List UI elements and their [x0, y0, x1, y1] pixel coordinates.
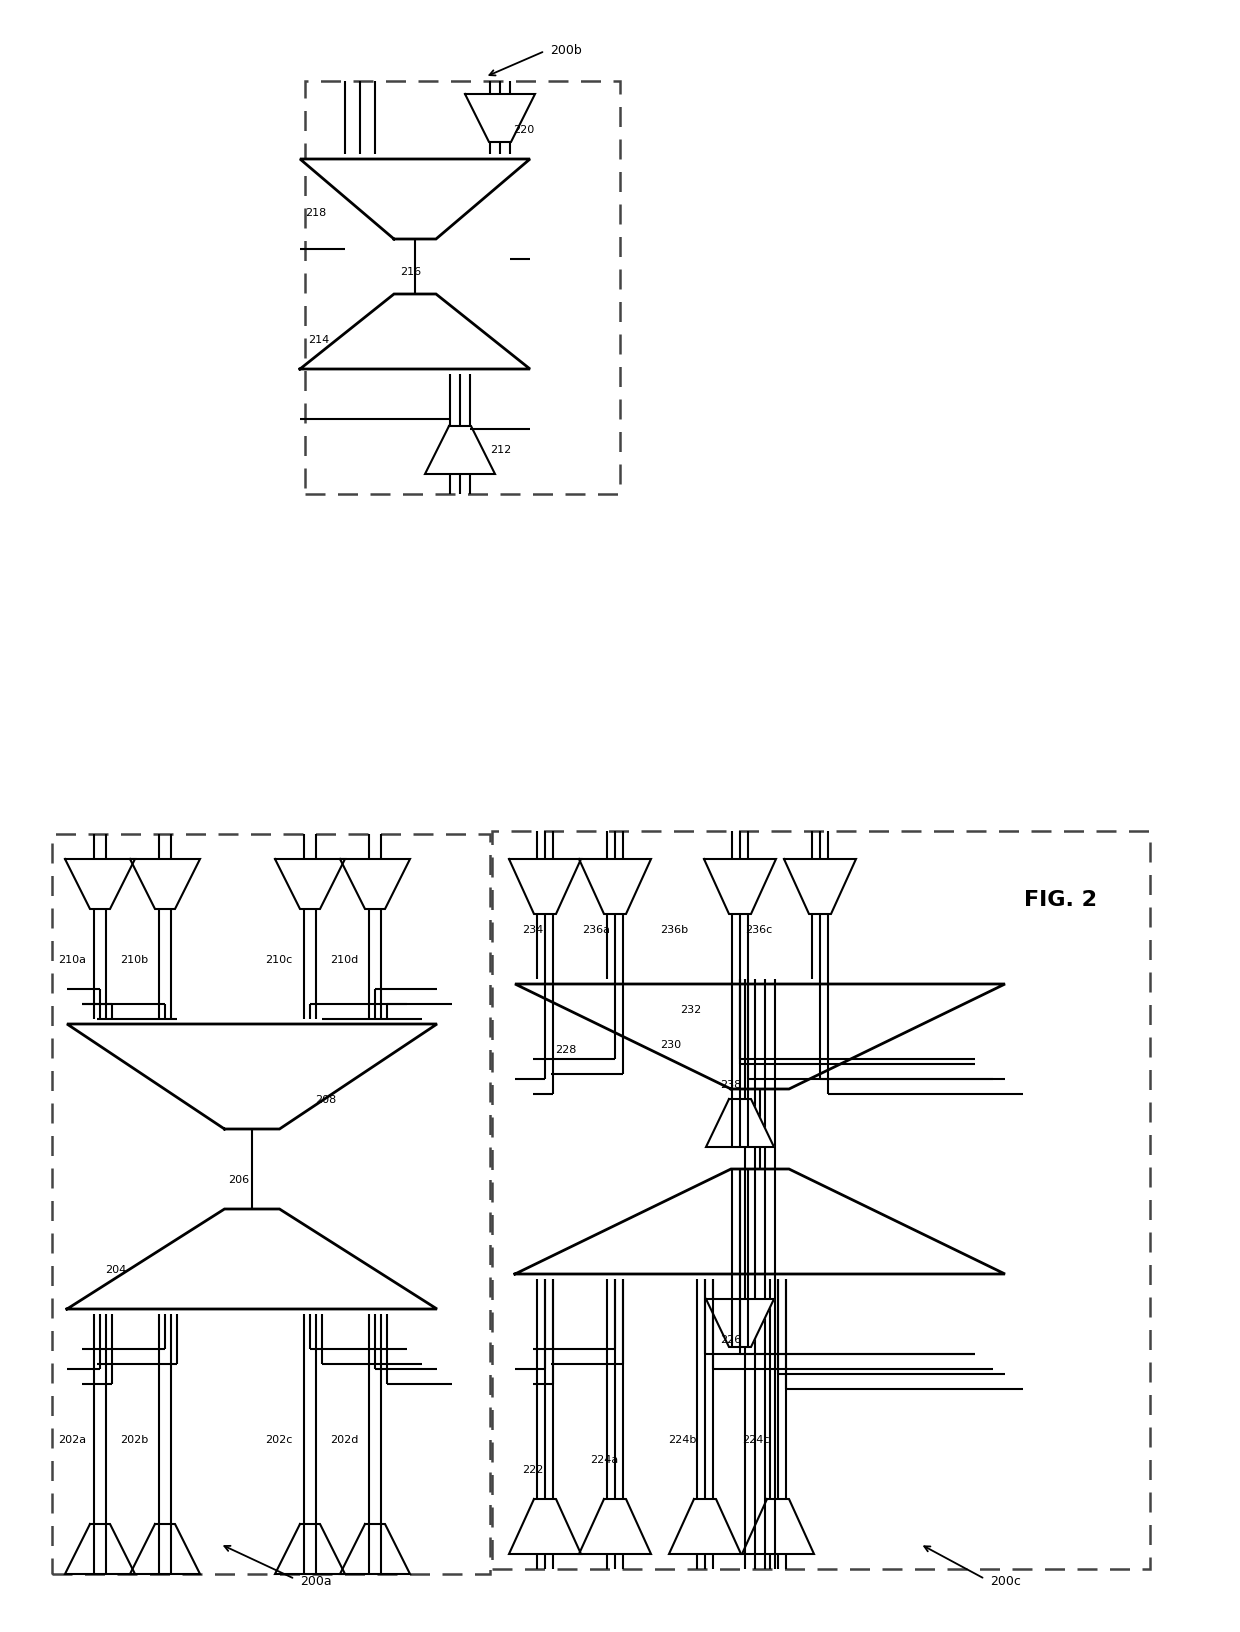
Polygon shape — [706, 1100, 774, 1147]
Polygon shape — [579, 1500, 651, 1554]
Text: 236b: 236b — [660, 924, 688, 935]
Polygon shape — [742, 1500, 813, 1554]
Text: 224b: 224b — [668, 1435, 697, 1444]
Text: 210b: 210b — [120, 955, 148, 965]
Text: 202a: 202a — [58, 1435, 86, 1444]
Text: 210d: 210d — [330, 955, 358, 965]
Text: 222: 222 — [522, 1464, 543, 1474]
Bar — [305, 82, 620, 494]
Polygon shape — [64, 860, 135, 909]
Text: 236a: 236a — [582, 924, 610, 935]
Bar — [492, 831, 1149, 1568]
Polygon shape — [784, 860, 856, 914]
Polygon shape — [275, 1524, 345, 1573]
Polygon shape — [515, 984, 1004, 1089]
Polygon shape — [670, 1500, 742, 1554]
Polygon shape — [340, 1524, 410, 1573]
Text: 238: 238 — [720, 1079, 742, 1089]
Polygon shape — [64, 1524, 135, 1573]
Text: 226: 226 — [720, 1335, 742, 1345]
Text: 208: 208 — [315, 1095, 336, 1105]
Text: 232: 232 — [680, 1004, 702, 1015]
Polygon shape — [579, 860, 651, 914]
Text: 212: 212 — [490, 446, 511, 455]
Text: 224a: 224a — [590, 1454, 619, 1464]
Polygon shape — [300, 295, 529, 370]
Text: 200a: 200a — [300, 1575, 331, 1588]
Polygon shape — [425, 426, 495, 475]
Text: 206: 206 — [228, 1175, 249, 1185]
Text: FIG. 2: FIG. 2 — [1023, 889, 1096, 909]
Polygon shape — [275, 860, 345, 909]
Text: 202b: 202b — [120, 1435, 149, 1444]
Text: 210c: 210c — [265, 955, 293, 965]
Polygon shape — [508, 860, 582, 914]
Polygon shape — [300, 160, 529, 240]
Text: 220: 220 — [513, 126, 534, 135]
Polygon shape — [130, 1524, 200, 1573]
Polygon shape — [67, 1209, 436, 1309]
Text: 228: 228 — [556, 1044, 577, 1054]
Polygon shape — [704, 860, 776, 914]
Text: 234: 234 — [522, 924, 543, 935]
Text: 230: 230 — [660, 1040, 681, 1049]
Polygon shape — [706, 1299, 774, 1346]
Text: 216: 216 — [401, 268, 422, 277]
Text: 214: 214 — [308, 335, 330, 344]
Polygon shape — [515, 1169, 1004, 1275]
Text: 210a: 210a — [58, 955, 86, 965]
Text: 202c: 202c — [265, 1435, 293, 1444]
Bar — [52, 834, 490, 1573]
Polygon shape — [67, 1025, 436, 1129]
Text: 218: 218 — [305, 207, 326, 217]
Text: 200c: 200c — [990, 1575, 1021, 1588]
Polygon shape — [508, 1500, 582, 1554]
Polygon shape — [465, 95, 534, 144]
Text: 200b: 200b — [551, 44, 582, 57]
Text: 224c: 224c — [742, 1435, 770, 1444]
Text: 202d: 202d — [330, 1435, 358, 1444]
Text: 204: 204 — [105, 1265, 126, 1275]
Text: 236c: 236c — [745, 924, 773, 935]
Polygon shape — [130, 860, 200, 909]
Polygon shape — [340, 860, 410, 909]
